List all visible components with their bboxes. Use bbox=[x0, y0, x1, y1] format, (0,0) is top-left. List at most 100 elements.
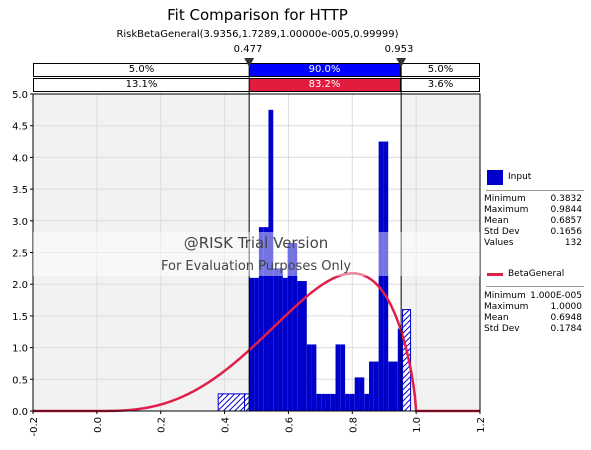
histogram-bar bbox=[402, 309, 412, 412]
histogram-bar bbox=[392, 361, 398, 411]
middle-region bbox=[249, 94, 402, 411]
histogram-bar bbox=[263, 227, 269, 411]
chart-title: Fit Comparison for HTTP bbox=[167, 6, 348, 24]
y-tick-label: 2.5 bbox=[12, 249, 28, 260]
y-tick-label: 5.0 bbox=[12, 90, 28, 101]
stat-value: 1.000E-005 bbox=[530, 291, 582, 301]
histogram-bar bbox=[301, 281, 307, 411]
stat-row: Maximum 0.9844 bbox=[484, 205, 582, 216]
histogram-bar bbox=[217, 393, 246, 412]
watermark-band bbox=[33, 232, 480, 276]
histogram-bar bbox=[254, 277, 259, 411]
y-tick-label: 4.0 bbox=[12, 153, 28, 164]
y-tick-label: 0.0 bbox=[12, 407, 28, 418]
x-tick-label: 0.8 bbox=[348, 417, 359, 433]
stat-value: 0.1784 bbox=[550, 324, 583, 334]
legend-input-swatch bbox=[487, 170, 503, 185]
y-tick-label: 1.5 bbox=[12, 312, 28, 323]
stat-row: Values 132 bbox=[484, 238, 582, 249]
stat-row: Maximum 1.0000 bbox=[484, 302, 582, 313]
histogram-bar bbox=[321, 393, 326, 411]
stat-row: Mean 0.6948 bbox=[484, 313, 582, 324]
histogram-bar bbox=[364, 393, 370, 411]
histogram-bar bbox=[383, 141, 389, 412]
stat-value: 0.6948 bbox=[550, 313, 583, 323]
watermark-line-1: @RISK Trial Version bbox=[184, 234, 329, 252]
histogram-bar bbox=[335, 344, 341, 411]
right-marker-label[interactable]: 0.953 bbox=[384, 44, 414, 55]
x-tick-label: 1.0 bbox=[412, 417, 423, 433]
stat-row: Std Dev 0.1784 bbox=[484, 324, 582, 335]
histogram-bar bbox=[297, 281, 302, 411]
histogram-bar bbox=[249, 277, 255, 411]
band-input-middle[interactable]: 90.0% bbox=[249, 64, 400, 76]
y-tick-label: 3.5 bbox=[12, 185, 28, 196]
x-tick-label: 1.2 bbox=[476, 417, 487, 433]
band-input-left: 5.0% bbox=[128, 64, 155, 75]
x-tick-label: 0.4 bbox=[221, 417, 232, 433]
histogram-bar bbox=[378, 141, 384, 412]
stat-row: Std Dev 0.1656 bbox=[484, 227, 582, 238]
band-fit-right: 3.6% bbox=[400, 79, 480, 91]
histogram-bar bbox=[292, 242, 298, 411]
right-tail-region bbox=[401, 94, 480, 411]
fit-curve bbox=[33, 272, 480, 413]
legend-fit-label: BetaGeneral bbox=[508, 269, 565, 279]
chart-subtitle: RiskBetaGeneral(3.9356,1.7289,1.00000e-0… bbox=[116, 29, 399, 40]
stat-value: 0.6857 bbox=[550, 216, 583, 226]
histogram-bar bbox=[369, 361, 374, 411]
stat-value: 0.9844 bbox=[550, 205, 583, 215]
stat-label: Maximum bbox=[484, 302, 529, 312]
histogram-bar bbox=[306, 344, 312, 411]
stat-label: Mean bbox=[484, 216, 509, 226]
histogram-bar bbox=[359, 377, 365, 411]
histogram-bar bbox=[311, 344, 317, 411]
histogram-bar bbox=[273, 268, 279, 411]
y-tick-label: 2.0 bbox=[12, 280, 28, 291]
band-fit-middle[interactable]: 83.2% bbox=[249, 79, 400, 91]
x-tick-label: 0.0 bbox=[93, 417, 104, 433]
stat-row: Mean 0.6857 bbox=[484, 216, 582, 227]
input-probability-band: 5.0% 90.0% 5.0% bbox=[33, 63, 480, 77]
histogram-bar bbox=[282, 277, 288, 411]
legend-divider bbox=[486, 190, 584, 191]
histogram-bar bbox=[340, 344, 346, 411]
x-tick-label: 0.6 bbox=[284, 417, 295, 433]
fit-statistics: Minimum 1.000E-005 Maximum 1.0000 Mean 0.6948… bbox=[484, 291, 582, 335]
histogram-bar bbox=[373, 361, 379, 411]
stat-value: 0.3832 bbox=[550, 194, 583, 204]
y-tick-label: 0.5 bbox=[12, 375, 28, 386]
stat-label: Minimum bbox=[484, 291, 526, 301]
histogram-bar bbox=[325, 393, 331, 411]
stat-label: Maximum bbox=[484, 205, 529, 215]
stat-label: Minimum bbox=[484, 194, 526, 204]
stat-label: Mean bbox=[484, 313, 509, 323]
y-tick-label: 3.0 bbox=[12, 217, 28, 228]
stat-label: Std Dev bbox=[484, 227, 520, 237]
stat-label: Std Dev bbox=[484, 324, 520, 334]
histogram-bar bbox=[345, 393, 350, 411]
x-tick-label: 0.2 bbox=[157, 417, 168, 433]
legend-fit-swatch bbox=[487, 273, 503, 276]
histogram-bar bbox=[354, 377, 360, 411]
histogram-bar bbox=[244, 393, 250, 412]
histogram-bar bbox=[258, 227, 264, 411]
histogram-bar bbox=[268, 109, 274, 411]
fit-probability-band: 13.1% 83.2% 3.6% bbox=[33, 78, 480, 92]
band-input-right: 5.0% bbox=[400, 64, 480, 76]
watermark-line-2: For Evaluation Purposes Only bbox=[161, 259, 351, 274]
stat-row: Minimum 1.000E-005 bbox=[484, 291, 582, 302]
histogram-bar bbox=[388, 361, 393, 411]
left-marker-label[interactable]: 0.477 bbox=[233, 44, 263, 55]
stat-value: 0.1656 bbox=[550, 227, 583, 237]
stat-value: 1.0000 bbox=[550, 302, 583, 312]
histogram-bar bbox=[287, 242, 293, 411]
histogram-bar bbox=[349, 393, 355, 411]
legend-divider bbox=[486, 286, 584, 287]
histogram-bar bbox=[330, 393, 336, 411]
stat-value: 132 bbox=[564, 238, 582, 248]
left-tail-region bbox=[33, 94, 250, 411]
stat-label: Values bbox=[484, 238, 514, 248]
y-tick-label: 1.0 bbox=[12, 344, 28, 355]
